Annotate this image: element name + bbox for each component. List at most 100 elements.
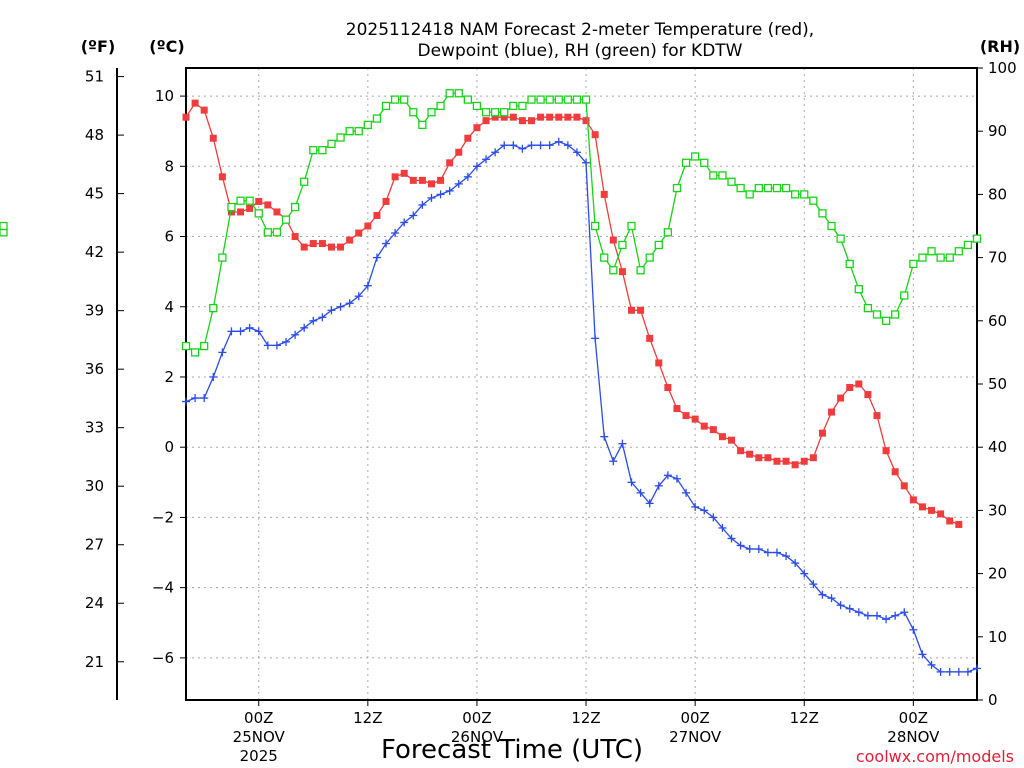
rh-point — [390, 95, 400, 104]
dewpoint-point — [418, 200, 427, 209]
rh-point — [945, 253, 954, 262]
dewpoint-point — [327, 306, 336, 315]
celsius-axis-unit: (ºC) — [149, 37, 184, 56]
x-tick-label: 00Z — [899, 709, 928, 727]
celsius-tick-label: 8 — [164, 157, 174, 175]
rh-point — [918, 253, 927, 262]
rh-point — [400, 95, 409, 104]
rh-point — [900, 291, 909, 300]
rh-point — [700, 158, 709, 167]
temperature-point — [937, 510, 945, 518]
dewpoint-point — [791, 559, 800, 568]
rh-tick-label: 90 — [988, 122, 1007, 140]
temperature-point — [191, 99, 199, 107]
x-tick-date-label: 26NOV — [451, 728, 504, 746]
rh-tick-label: 20 — [988, 565, 1007, 583]
temperature-point — [864, 391, 872, 399]
rh-point — [427, 108, 436, 117]
dewpoint-point — [709, 513, 718, 522]
rh-point — [263, 228, 272, 237]
dewpoint-point — [227, 327, 236, 336]
rh-point — [500, 108, 509, 117]
rh-point — [236, 196, 245, 205]
temperature-point — [509, 113, 517, 121]
chart-title: 2025112418 NAM Forecast 2-meter Temperat… — [346, 20, 814, 61]
dewpoint-point — [891, 611, 900, 620]
rh-point — [254, 209, 263, 218]
rh-point — [818, 209, 827, 218]
temperature-point — [527, 117, 535, 125]
rh-point — [509, 101, 518, 111]
dewpoint-point — [391, 229, 400, 238]
dewpoint-point — [463, 172, 472, 181]
rh-point — [736, 183, 745, 193]
rh-point — [518, 101, 527, 111]
temperature-point — [500, 113, 508, 121]
rh-point — [363, 120, 372, 130]
dewpoint-point — [909, 625, 918, 634]
temperature-point — [264, 201, 272, 209]
temperature-point — [309, 240, 317, 248]
fahrenheit-tick-label: 30 — [85, 477, 104, 495]
rh-point — [936, 253, 945, 262]
rh-tick-label: 10 — [988, 628, 1007, 646]
dewpoint-point — [663, 471, 672, 480]
rh-tick-label: 0 — [988, 691, 998, 709]
rh-point — [472, 101, 482, 111]
rh-point — [572, 95, 582, 104]
rh-point — [563, 95, 573, 104]
dewpoint-point — [191, 394, 200, 403]
dewpoint-point — [182, 397, 190, 406]
dewpoint-point — [563, 141, 572, 150]
dewpoint-point — [263, 341, 272, 350]
dewpoint-point — [427, 193, 436, 202]
x-tick-label: 00Z — [462, 709, 491, 727]
temperature-point — [846, 384, 854, 392]
credit-text: coolwx.com/models — [856, 747, 1014, 766]
temperature-point — [418, 176, 426, 184]
dewpoint-point — [572, 148, 581, 157]
temperature-point — [664, 384, 672, 392]
dewpoint-point — [654, 481, 663, 490]
dewpoint-point — [818, 590, 827, 599]
temperature-point — [237, 208, 245, 216]
rh-point — [200, 341, 209, 351]
rh-tick-label: 100 — [988, 59, 1017, 77]
rh-point — [536, 95, 545, 104]
rh-point — [481, 108, 491, 117]
dewpoint-point — [782, 552, 791, 561]
dewpoint-point — [436, 190, 445, 199]
rh-point — [554, 95, 563, 104]
celsius-tick-label: −4 — [152, 579, 174, 597]
temperature-point — [218, 173, 226, 181]
dewpoint-point — [527, 141, 536, 150]
temperature-point — [782, 457, 790, 465]
rh-point — [863, 304, 873, 313]
rh-point — [490, 108, 500, 117]
temperature-point — [828, 408, 836, 416]
rh-point — [309, 146, 318, 155]
rh-point — [372, 114, 382, 123]
dewpoint-point — [800, 569, 809, 578]
temperature-point — [800, 457, 808, 465]
rh-point — [954, 247, 963, 256]
temperature-point — [582, 117, 590, 125]
celsius-tick-label: 0 — [164, 438, 174, 456]
temperature-point — [246, 204, 254, 212]
temperature-point — [728, 436, 736, 444]
dewpoint-point — [354, 292, 363, 301]
fahrenheit-tick-label: 45 — [85, 185, 104, 203]
rh-point — [963, 240, 973, 250]
rh-series — [0, 89, 982, 357]
dewpoint-point — [872, 611, 881, 620]
rh-point — [772, 183, 782, 193]
dewpoint-point — [736, 541, 745, 550]
dewpoint-point — [309, 316, 318, 325]
dewpoint-point — [272, 341, 281, 350]
rh-point — [227, 202, 236, 212]
dewpoint-point — [754, 545, 763, 554]
rh-point — [754, 183, 763, 193]
temperature-point — [882, 447, 890, 455]
x-tick-label: 00Z — [244, 709, 273, 727]
